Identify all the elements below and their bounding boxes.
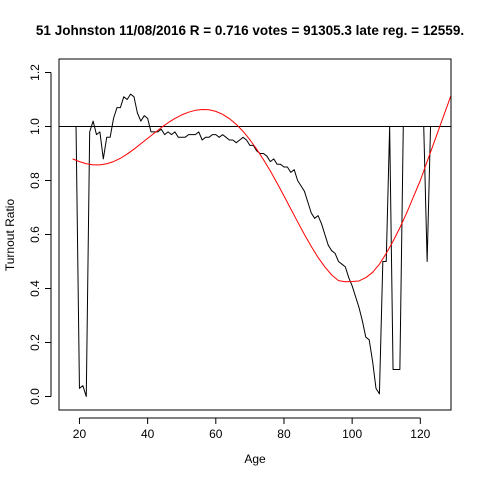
y-tick-label: 1.0: [28, 118, 42, 135]
plot-border: [58, 58, 452, 411]
y-axis-label: Turnout Ratio: [3, 199, 17, 272]
x-tick-label: 100: [342, 427, 362, 441]
chart-title: 51 Johnston 11/08/2016 R = 0.716 votes =…: [36, 23, 464, 38]
x-axis: 20 40 60 80 100 120: [73, 417, 431, 441]
x-axis-label: Age: [244, 452, 266, 466]
y-tick-label: 0.8: [28, 172, 42, 189]
x-tick-label: 60: [209, 427, 223, 441]
x-tick-label: 120: [410, 427, 430, 441]
y-axis: 0.0 0.2 0.4 0.6 0.8 1.0 1.2: [28, 64, 52, 405]
turnout-ratio-line: [75, 93, 451, 397]
x-tick-label: 40: [141, 427, 155, 441]
y-tick-label: 0.4: [28, 280, 42, 297]
x-tick-label: 20: [73, 427, 87, 441]
y-tick-label: 0.6: [28, 226, 42, 243]
fitted-curve-line: [72, 95, 451, 283]
y-tick-label: 0.2: [28, 334, 42, 351]
x-tick-label: 80: [277, 427, 291, 441]
y-tick-label: 1.2: [28, 64, 42, 81]
y-tick-label: 0.0: [28, 388, 42, 405]
plot-area: [58, 58, 452, 411]
